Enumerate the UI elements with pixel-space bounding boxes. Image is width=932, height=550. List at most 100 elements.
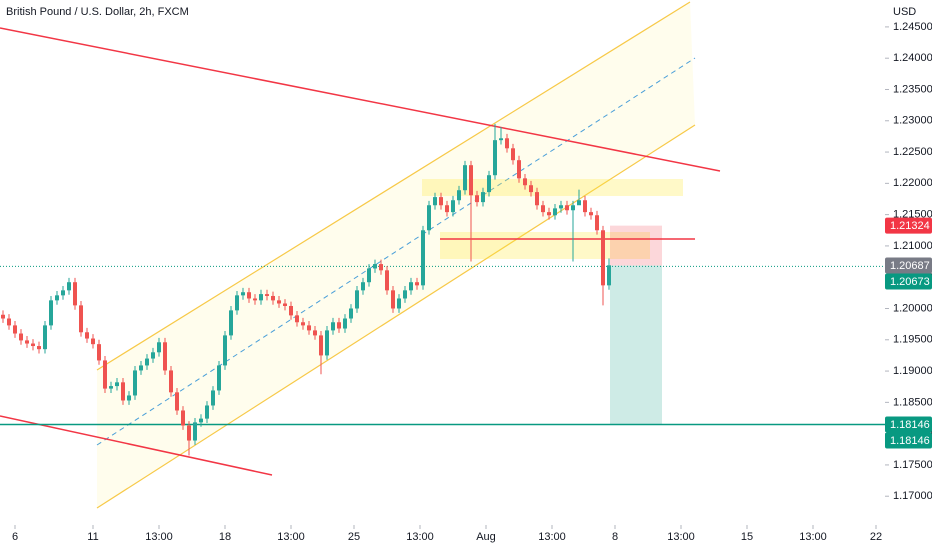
candle-body xyxy=(199,418,203,423)
candle-body xyxy=(367,268,371,283)
candle-body xyxy=(409,282,413,291)
candle-body xyxy=(295,315,299,323)
y-tick-label: 1.17500 xyxy=(893,459,932,471)
x-tick-label: 13:00 xyxy=(667,531,695,543)
candle-body xyxy=(157,342,161,353)
candle-body xyxy=(439,197,443,206)
price-label: 1.18146 xyxy=(890,435,930,447)
candle-body xyxy=(73,282,77,306)
candle-body xyxy=(427,205,431,231)
channel-fill xyxy=(97,2,695,508)
candle-body xyxy=(541,205,545,213)
x-tick-label: 13:00 xyxy=(406,531,434,543)
price-label-box xyxy=(885,432,932,449)
x-tick-label: 13:00 xyxy=(799,531,827,543)
candle-body xyxy=(565,205,569,211)
candle-body xyxy=(277,300,281,304)
candle-body xyxy=(331,322,335,331)
x-tick-label: 6 xyxy=(12,531,18,543)
price-label: 1.20673 xyxy=(890,276,930,288)
x-tick-label: 13:00 xyxy=(538,531,566,543)
candle-body xyxy=(25,340,29,344)
price-label-box xyxy=(885,257,932,274)
candle-body xyxy=(79,305,83,333)
candle-body xyxy=(133,370,137,396)
x-tick-label: 13:00 xyxy=(145,531,173,543)
candle-body xyxy=(301,322,305,326)
price-label: 1.18146 xyxy=(890,419,930,431)
candle-body xyxy=(307,325,311,331)
candle-body xyxy=(7,318,11,326)
candle-body xyxy=(271,295,275,301)
candle-body xyxy=(13,325,17,334)
candle-body xyxy=(187,425,191,441)
stop-zone xyxy=(610,225,662,266)
candle-body xyxy=(547,212,551,216)
candle-body xyxy=(415,282,419,286)
candle-body xyxy=(121,382,125,401)
candle-body xyxy=(127,395,131,401)
candle-body xyxy=(241,292,245,296)
candle-body xyxy=(385,270,389,291)
candle-body xyxy=(211,390,215,406)
price-label-box xyxy=(885,217,932,234)
candle-body xyxy=(607,265,611,286)
candle-body xyxy=(361,282,365,291)
x-tick-label: 25 xyxy=(348,531,360,543)
trend-line xyxy=(0,415,273,476)
candle-body xyxy=(55,295,59,301)
x-tick-label: 22 xyxy=(870,531,882,543)
candle-body xyxy=(151,352,155,359)
candle-body xyxy=(397,298,401,309)
candle-body xyxy=(445,205,449,213)
candle-body xyxy=(253,298,257,301)
candle-body xyxy=(571,205,575,211)
candle-body xyxy=(145,358,149,366)
candle-body xyxy=(247,292,251,299)
candle-body xyxy=(517,160,521,179)
candle-body xyxy=(469,165,473,196)
price-label-box xyxy=(885,273,932,290)
candle-body xyxy=(493,140,497,176)
candle-body xyxy=(457,190,461,201)
candle-body xyxy=(49,300,53,326)
candle-body xyxy=(529,185,533,193)
candle-body xyxy=(169,370,173,393)
candle-body xyxy=(139,365,143,371)
y-tick-label: 1.21000 xyxy=(893,240,932,252)
candle-body xyxy=(481,192,485,203)
candle-body xyxy=(475,195,479,203)
y-tick-label: 1.21500 xyxy=(893,209,932,221)
x-tick-label: 18 xyxy=(219,531,231,543)
chart-title: British Pound / U.S. Dollar, 2h, FXCM xyxy=(6,6,189,18)
candle-body xyxy=(391,290,395,309)
y-tick-label: 1.23000 xyxy=(893,115,932,127)
candle-body xyxy=(109,386,113,389)
price-label: 1.20687 xyxy=(890,260,930,272)
candle-body xyxy=(31,343,35,347)
y-tick-label: 1.22000 xyxy=(893,177,932,189)
x-tick-label: Aug xyxy=(476,531,496,543)
candle-body xyxy=(589,212,593,216)
candle-body xyxy=(217,365,221,391)
candle-body xyxy=(103,360,107,389)
price-label-box xyxy=(885,416,932,433)
candle-body xyxy=(181,410,185,426)
candle-body xyxy=(163,342,167,371)
candle-body xyxy=(85,332,89,339)
candle-body xyxy=(37,346,41,350)
candle-body xyxy=(319,335,323,356)
candle-body xyxy=(175,392,179,411)
candle-body xyxy=(1,314,5,319)
y-tick-label: 1.18500 xyxy=(893,396,932,408)
candle-body xyxy=(67,282,71,291)
channel-upper xyxy=(96,1,691,371)
candle-body xyxy=(535,192,539,206)
candle-body xyxy=(451,200,455,213)
candle-body xyxy=(91,338,95,345)
candle-body xyxy=(61,290,65,296)
y-tick-label: 1.22500 xyxy=(893,146,932,158)
candle-body xyxy=(19,333,23,341)
candle-body xyxy=(499,138,503,141)
